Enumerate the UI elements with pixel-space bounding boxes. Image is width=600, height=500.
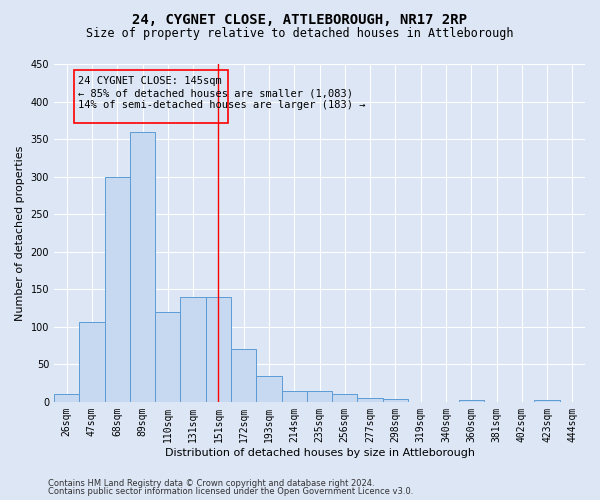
Text: 24 CYGNET CLOSE: 145sqm: 24 CYGNET CLOSE: 145sqm	[78, 76, 222, 86]
Bar	[79, 322, 104, 402]
Bar	[155, 312, 181, 402]
Y-axis label: Number of detached properties: Number of detached properties	[15, 145, 25, 320]
Text: ← 85% of detached houses are smaller (1,083): ← 85% of detached houses are smaller (1,…	[78, 88, 353, 98]
Bar	[358, 398, 383, 402]
Bar	[256, 376, 281, 402]
Bar	[181, 296, 206, 402]
Bar	[54, 394, 79, 402]
Text: Contains public sector information licensed under the Open Government Licence v3: Contains public sector information licen…	[48, 487, 413, 496]
Text: 24, CYGNET CLOSE, ATTLEBOROUGH, NR17 2RP: 24, CYGNET CLOSE, ATTLEBOROUGH, NR17 2RP	[133, 12, 467, 26]
Bar	[535, 400, 560, 402]
Text: Size of property relative to detached houses in Attleborough: Size of property relative to detached ho…	[86, 28, 514, 40]
Bar	[130, 132, 155, 402]
Bar	[332, 394, 358, 402]
Text: Contains HM Land Registry data © Crown copyright and database right 2024.: Contains HM Land Registry data © Crown c…	[48, 478, 374, 488]
Bar	[458, 400, 484, 402]
Bar	[104, 176, 130, 402]
X-axis label: Distribution of detached houses by size in Attleborough: Distribution of detached houses by size …	[164, 448, 475, 458]
Text: 14% of semi-detached houses are larger (183) →: 14% of semi-detached houses are larger (…	[78, 100, 365, 110]
Bar	[383, 399, 408, 402]
Bar	[231, 350, 256, 402]
Bar	[281, 390, 307, 402]
Bar	[206, 296, 231, 402]
Bar	[307, 390, 332, 402]
